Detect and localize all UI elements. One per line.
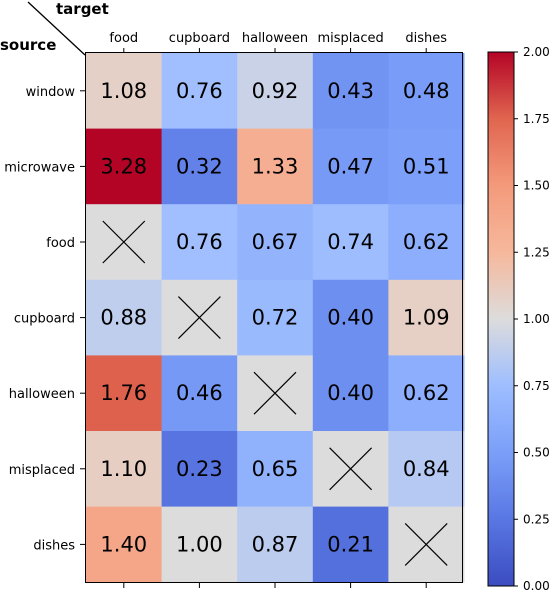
cell-value-food-halloween: 0.67: [252, 230, 299, 254]
cell-value-halloween-dishes: 0.62: [403, 381, 450, 405]
bottom-ticks: [123, 583, 427, 588]
colorbar-tick-label-0.75: 0.75: [523, 379, 550, 393]
row-label-dishes: dishes: [33, 538, 75, 553]
heatmap-cell-halloween-dishes: [388, 355, 465, 432]
cell-value-window-dishes: 0.48: [403, 79, 450, 103]
heatmap-cell-food-misplaced: [312, 204, 389, 281]
heatmap-cell-window-halloween: [237, 53, 314, 130]
cell-value-food-cupboard: 0.76: [176, 230, 223, 254]
column-label-halloween: halloween: [242, 31, 308, 46]
column-label-misplaced: misplaced: [317, 31, 383, 46]
colorbar-tick-label-1.75: 1.75: [523, 112, 550, 126]
cell-value-halloween-food: 1.76: [100, 381, 147, 405]
missing-x-marker-food-food: [102, 220, 146, 264]
cell-value-misplaced-cupboard: 0.23: [176, 457, 223, 481]
heatmap-cell-dishes-cupboard: [161, 506, 238, 583]
row-label-cupboard: cupboard: [14, 312, 75, 327]
row-labels: window microwave food cupboard halloween misp…: [4, 85, 85, 553]
cell-value-dishes-halloween: 0.87: [252, 532, 299, 556]
row-label-microwave: microwave: [4, 160, 75, 175]
cell-value-window-cupboard: 0.76: [176, 79, 223, 103]
cell-value-halloween-cupboard: 0.46: [176, 381, 223, 405]
corner-diagonal: [27, 1, 86, 56]
colorbar-tick-label-1.00: 1.00: [523, 312, 550, 326]
column-labels: food cupboard halloween misplaced dishes: [109, 31, 447, 53]
cell-value-microwave-cupboard: 0.32: [176, 154, 223, 178]
heatmap-cell-halloween-food: [86, 355, 163, 432]
heatmap-cell-misplaced-halloween: [237, 431, 314, 508]
heatmap-cell-microwave-cupboard: [161, 128, 238, 205]
cell-value-misplaced-food: 1.10: [100, 457, 147, 481]
cell-value-food-misplaced: 0.74: [327, 230, 374, 254]
heatmap-cell-microwave-misplaced: [312, 128, 389, 205]
colorbar-tick-label-1.25: 1.25: [523, 245, 550, 259]
heatmap-cell-window-dishes: [388, 53, 465, 130]
cell-value-dishes-misplaced: 0.21: [327, 532, 374, 556]
heatmap-cell-food-cupboard: [161, 204, 238, 281]
cell-value-window-food: 1.08: [100, 79, 147, 103]
row-label-halloween: halloween: [9, 387, 75, 402]
cell-value-food-dishes: 0.62: [403, 230, 450, 254]
heatmap-cell-food-dishes: [388, 204, 465, 281]
heatmap-cell-cupboard-halloween: [237, 279, 314, 356]
colorbar-tick-label-0.00: 0.00: [523, 579, 550, 591]
missing-x-marker-misplaced-misplaced: [329, 447, 373, 491]
heatmap-cell-misplaced-dishes: [388, 431, 465, 508]
colorbar-tick-label-0.50: 0.50: [523, 446, 550, 460]
cell-value-dishes-cupboard: 1.00: [176, 532, 223, 556]
colorbar-tick-label-2.00: 2.00: [523, 45, 550, 59]
column-label-food: food: [109, 31, 138, 46]
column-label-dishes: dishes: [405, 31, 447, 46]
cell-value-cupboard-halloween: 0.72: [252, 306, 299, 330]
y-axis-corner-label: source: [0, 36, 56, 54]
missing-x-marker-dishes-dishes: [404, 522, 448, 566]
cell-value-microwave-dishes: 0.51: [403, 154, 450, 178]
cell-value-misplaced-dishes: 0.84: [403, 457, 450, 481]
heatmap-cell-misplaced-food: [86, 431, 163, 508]
cell-value-window-halloween: 0.92: [252, 79, 299, 103]
cell-value-microwave-halloween: 1.33: [252, 154, 299, 178]
heatmap-cell-cupboard-misplaced: [312, 279, 389, 356]
heatmap-cell-microwave-dishes: [388, 128, 465, 205]
cell-value-microwave-misplaced: 0.47: [327, 154, 374, 178]
row-label-misplaced: misplaced: [9, 463, 75, 478]
heatmap-cell-dishes-misplaced: [312, 506, 389, 583]
heatmap-cell-halloween-cupboard: [161, 355, 238, 432]
cell-value-halloween-misplaced: 0.40: [327, 381, 374, 405]
missing-x-marker-cupboard-cupboard: [177, 296, 221, 340]
heatmap-cell-misplaced-cupboard: [161, 431, 238, 508]
colorbar-ticks: 0.00 0.25 0.50 0.75 1.00 1.25 1.50 1.75 2.00: [514, 45, 550, 591]
heatmap-cell-dishes-halloween: [237, 506, 314, 583]
heatmap-cell-halloween-misplaced: [312, 355, 389, 432]
cell-value-misplaced-halloween: 0.65: [252, 457, 299, 481]
x-axis-corner-label: target: [56, 0, 109, 18]
heatmap-cell-window-misplaced: [312, 53, 389, 130]
heatmap-cell-cupboard-dishes: [388, 279, 465, 356]
row-label-food: food: [46, 236, 75, 251]
cell-value-cupboard-food: 0.88: [100, 306, 147, 330]
colorbar: [487, 51, 515, 587]
heatmap-cell-window-food: [86, 53, 163, 130]
heatmap-cell-microwave-halloween: [237, 128, 314, 205]
cell-value-cupboard-misplaced: 0.40: [327, 306, 374, 330]
cell-value-microwave-food: 3.28: [100, 154, 147, 178]
heatmap-cell-microwave-food: [86, 128, 163, 205]
heatmap-frame: [85, 52, 463, 583]
cell-value-dishes-food: 1.40: [100, 532, 147, 556]
row-label-window: window: [26, 85, 76, 100]
cell-value-cupboard-dishes: 1.09: [403, 306, 450, 330]
colorbar-tick-label-0.25: 0.25: [523, 512, 550, 526]
heatmap-cells: 1.08 0.76 0.92 0.43 0.48 3.28 0.32 1.33 0.47 0.51…: [86, 53, 465, 583]
heatmap-cell-dishes-food: [86, 506, 163, 583]
colorbar-tick-label-1.50: 1.50: [523, 179, 550, 193]
missing-x-marker-halloween-halloween: [253, 371, 297, 415]
heatmap-cell-window-cupboard: [161, 53, 238, 130]
column-label-cupboard: cupboard: [169, 31, 230, 46]
cell-value-window-misplaced: 0.43: [327, 79, 374, 103]
heatmap-cell-cupboard-food: [86, 279, 163, 356]
heatmap-cell-food-halloween: [237, 204, 314, 281]
